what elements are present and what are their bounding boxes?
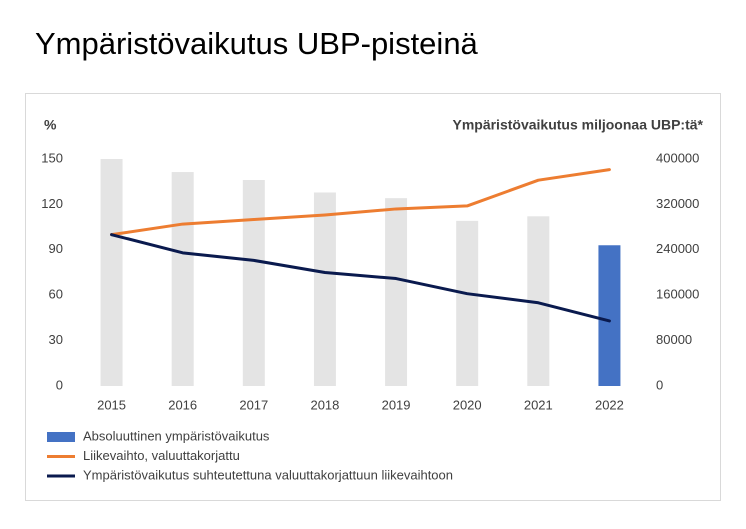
y2-tick-label: 240000 (656, 241, 699, 256)
legend-swatch (47, 432, 75, 442)
y2-axis-title: Ympäristövaikutus miljoonaa UBP:tä* (452, 117, 703, 133)
bar (598, 245, 621, 386)
x-tick-label: 2017 (239, 397, 268, 412)
y-tick-label: 60 (49, 287, 63, 302)
y2-tick-label: 400000 (656, 150, 699, 165)
line (110, 233, 611, 323)
bar (100, 159, 123, 386)
line (110, 168, 611, 237)
x-tick-label: 2019 (382, 397, 411, 412)
y-tick-label: 0 (56, 377, 63, 392)
x-tick-label: 2018 (310, 397, 339, 412)
x-tick-label: 2021 (524, 397, 553, 412)
legend-label: Liikevaihto, valuuttakorjattu (83, 448, 240, 463)
chart-frame (25, 93, 721, 501)
y2-tick-label: 0 (656, 377, 663, 392)
y-axis-title: % (44, 117, 57, 133)
x-tick-label: 2015 (97, 397, 126, 412)
bar (313, 192, 336, 386)
y-tick-label: 90 (49, 241, 63, 256)
x-tick-label: 2022 (595, 397, 624, 412)
legend-label: Ympäristövaikutus suhteutettuna valuutta… (83, 467, 453, 482)
bar (456, 220, 479, 386)
y2-tick-label: 80000 (656, 332, 692, 347)
y-tick-label: 30 (49, 332, 63, 347)
y-tick-label: 150 (41, 150, 63, 165)
y2-tick-label: 320000 (656, 196, 699, 211)
bar (527, 216, 550, 386)
y-tick-label: 120 (41, 196, 63, 211)
x-tick-label: 2020 (453, 397, 482, 412)
y2-tick-label: 160000 (656, 287, 699, 302)
bar (242, 179, 265, 386)
bar (385, 198, 408, 386)
chart-title: Ympäristövaikutus UBP-pisteinä (35, 26, 479, 61)
legend-label: Absoluuttinen ympäristövaikutus (83, 428, 270, 443)
x-tick-label: 2016 (168, 397, 197, 412)
bar (171, 172, 194, 386)
